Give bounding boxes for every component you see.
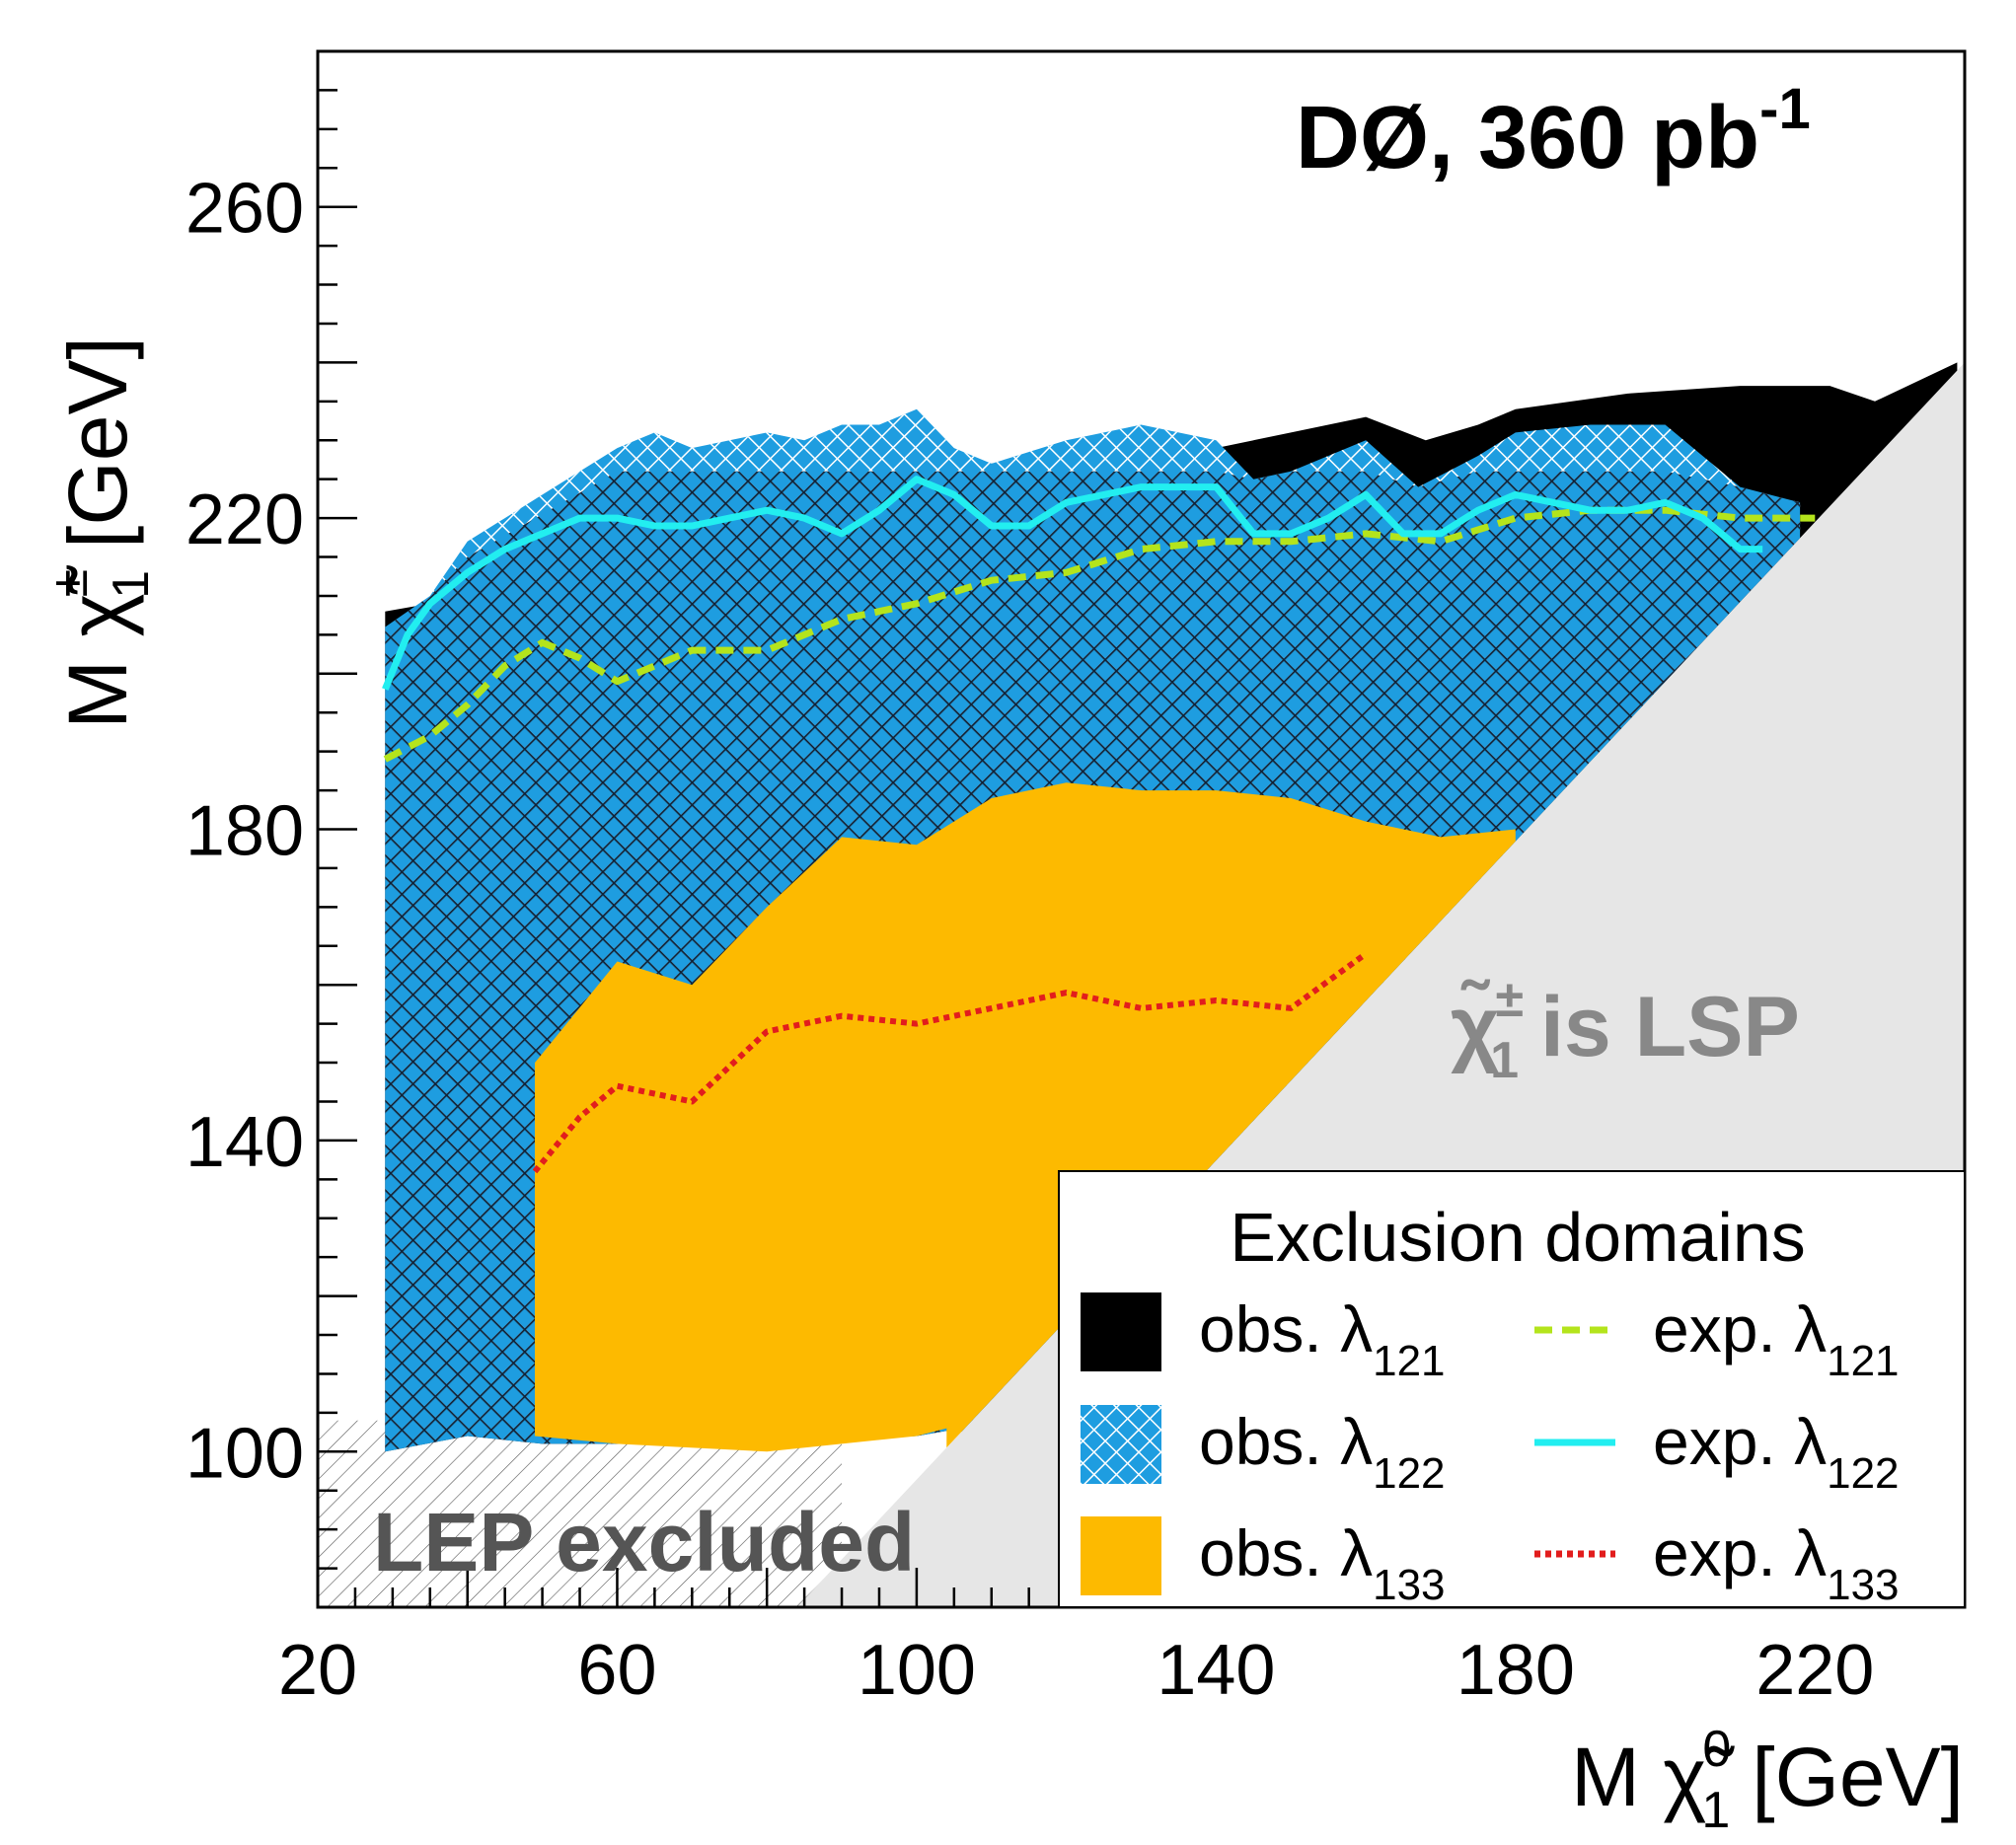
legend-item-exp133: exp. λ133 <box>1534 1516 1900 1609</box>
x-tick-label: 20 <box>278 1631 357 1710</box>
x-tick-label: 100 <box>858 1631 976 1710</box>
legend-item-exp122: exp. λ122 <box>1534 1405 1900 1498</box>
legend-item-obs122: obs. λ122 <box>1081 1405 1446 1498</box>
legend-label: obs. λ122 <box>1199 1405 1446 1498</box>
legend-label: exp. λ122 <box>1653 1405 1900 1498</box>
legend-item-obs133: obs. λ133 <box>1081 1516 1446 1609</box>
series-line-1 <box>382 476 1763 691</box>
lsp-symbol: χ̃ <box>1451 980 1500 1074</box>
y-tick-label: 100 <box>186 1414 304 1493</box>
y-tick-label: 180 <box>186 792 304 871</box>
x-tick-label: 140 <box>1157 1631 1275 1710</box>
series-line-0 <box>383 506 1816 763</box>
legend-label: obs. λ133 <box>1199 1516 1446 1609</box>
legend-swatch <box>1081 1516 1161 1595</box>
y-tick-label: 220 <box>186 480 304 559</box>
x-tick-label: 60 <box>577 1631 656 1710</box>
lep-excluded-region <box>318 1420 842 1607</box>
experiment-label: DØ, 360 pb-1 <box>1296 77 1811 187</box>
lsp-sub: 1 <box>1490 1032 1519 1089</box>
lsp-sub: ± <box>1496 971 1525 1028</box>
legend-label: obs. λ121 <box>1199 1292 1446 1385</box>
obs-lambda133-region <box>535 782 1516 1452</box>
legend-item-obs121: obs. λ121 <box>1081 1292 1446 1385</box>
y-axis-label: M χ̃±1[GeV] <box>41 336 160 729</box>
series-line-2 <box>532 951 1368 1174</box>
legend-label: exp. λ121 <box>1653 1292 1900 1385</box>
y-tick-label: 140 <box>186 1103 304 1182</box>
legend-title: Exclusion domains <box>1230 1199 1806 1276</box>
y-tick-label: 260 <box>186 170 304 249</box>
axis-tick-labels: 20 60 100 140 180 220 100 140 180 220 260 <box>186 170 1874 1710</box>
legend-swatch-hatch <box>1081 1405 1161 1484</box>
x-tick-label: 220 <box>1755 1631 1874 1710</box>
legend-label: exp. λ133 <box>1653 1516 1900 1609</box>
legend-box <box>1058 1170 1966 1608</box>
lep-annotation: LEP excluded <box>373 1496 915 1588</box>
legend-swatch <box>1081 1292 1161 1371</box>
x-tick-label: 180 <box>1456 1631 1575 1710</box>
x-axis-label: M χ̃0 1 [GeV] <box>1571 1721 1964 1839</box>
expected-limit-curves <box>382 476 1816 1174</box>
lsp-annotation: χ̃± 1 is LSP <box>1451 971 1800 1089</box>
legend: Exclusion domains obs. λ121 exp. λ121 obs.… <box>1058 1170 1966 1609</box>
legend-item-exp121: exp. λ121 <box>1534 1292 1900 1385</box>
